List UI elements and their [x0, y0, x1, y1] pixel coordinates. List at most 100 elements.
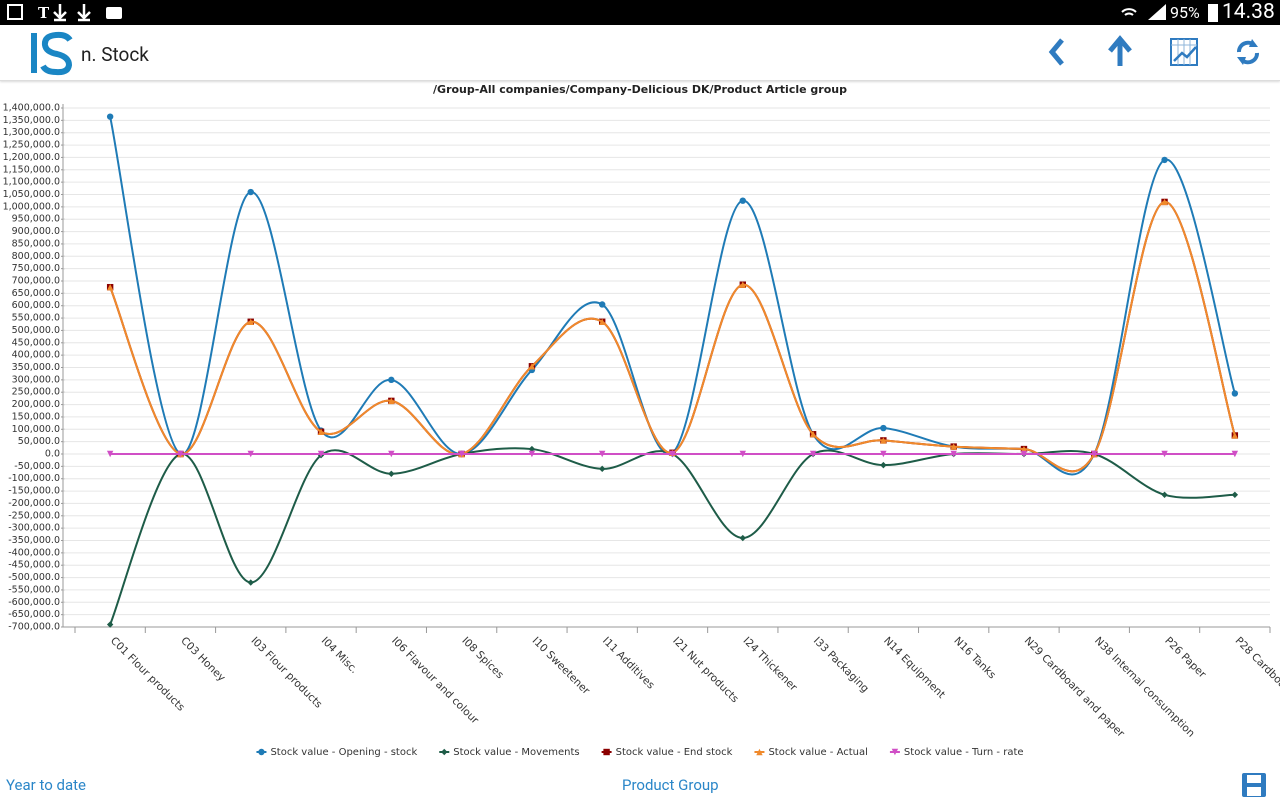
- y-tick-label: 0.0: [45, 449, 60, 460]
- app-logo[interactable]: [28, 30, 78, 76]
- y-tick-label: -450,000.0: [8, 560, 60, 571]
- point: [1161, 491, 1168, 498]
- point: [1091, 450, 1098, 458]
- y-tick-label: 550,000.0: [12, 313, 60, 324]
- y-tick-label: -300,000.0: [8, 523, 60, 534]
- point: [880, 450, 887, 458]
- point: [247, 188, 254, 196]
- save-button[interactable]: [1241, 772, 1267, 798]
- x-tick-label: N14 Equipment: [881, 635, 947, 701]
- legend-marker: [756, 748, 763, 756]
- y-tick-label: -150,000.0: [8, 486, 60, 497]
- y-tick-label: 900,000.0: [12, 226, 60, 237]
- y-tick-label: 350,000.0: [12, 362, 60, 373]
- point: [1161, 198, 1168, 206]
- point: [528, 363, 536, 370]
- y-tick-label: -200,000.0: [8, 498, 60, 509]
- svg-text:T: T: [38, 4, 50, 22]
- x-tick-label: I10 Sweetener: [530, 635, 593, 698]
- point: [528, 445, 536, 453]
- point: [950, 443, 957, 450]
- point: [1020, 445, 1028, 453]
- app-bar: n. Stock: [0, 25, 1280, 81]
- y-tick-label: 750,000.0: [12, 263, 60, 274]
- point: [739, 534, 746, 542]
- x-tick-label: I04 Misc.: [319, 635, 360, 676]
- x-tick-label: N16 Tanks: [951, 635, 998, 682]
- series-line: [109, 200, 1236, 473]
- point: [247, 318, 254, 325]
- point: [1231, 450, 1239, 458]
- chart-settings-button[interactable]: [1170, 38, 1198, 66]
- status-bar: T 95% 14.38: [0, 0, 1280, 25]
- y-tick-label: 400,000.0: [12, 350, 60, 361]
- point: [880, 461, 887, 469]
- refresh-button[interactable]: [1237, 39, 1259, 65]
- back-button[interactable]: [1048, 38, 1064, 66]
- point: [599, 301, 606, 308]
- y-tick-label: 600,000.0: [12, 300, 60, 311]
- y-tick-label: 1,300,000.0: [3, 127, 60, 138]
- point: [1231, 390, 1239, 397]
- legend-label: Stock value - Turn - rate: [904, 747, 1024, 758]
- series-line: [109, 116, 1236, 476]
- app-title: n. Stock: [81, 43, 149, 66]
- legend-item[interactable]: Stock value - Movements: [439, 747, 580, 758]
- point: [458, 450, 465, 458]
- point: [599, 318, 606, 325]
- point: [1161, 450, 1168, 458]
- y-tick-label: 1,400,000.0: [3, 103, 60, 114]
- x-tick-label: I24 Thickener: [741, 635, 800, 694]
- y-tick-label: 700,000.0: [12, 276, 60, 287]
- clock: 14.38: [1222, 0, 1275, 24]
- period-selector[interactable]: Year to date: [6, 776, 86, 794]
- legend-label: Stock value - Movements: [453, 747, 579, 758]
- legend-marker: [258, 748, 265, 756]
- point: [106, 113, 114, 120]
- y-tick-label: -250,000.0: [8, 510, 60, 521]
- y-tick-label: -400,000.0: [8, 547, 60, 558]
- point: [599, 450, 606, 458]
- legend-label: Stock value - Opening - stock: [270, 747, 417, 758]
- legend: Stock value - Opening - stock Stock value…: [256, 747, 1024, 758]
- y-tick-label: -50,000.0: [14, 461, 60, 472]
- grouping-selector[interactable]: Product Group: [622, 776, 719, 794]
- up-button[interactable]: [1108, 35, 1132, 66]
- point: [1020, 450, 1028, 458]
- y-tick-label: -350,000.0: [8, 535, 60, 546]
- y-tick-label: 50,000.0: [18, 436, 60, 447]
- point: [880, 437, 887, 444]
- legend-item[interactable]: Stock value - Opening - stock: [256, 747, 417, 758]
- y-tick-label: 1,100,000.0: [3, 177, 60, 188]
- legend-marker: [441, 748, 448, 756]
- point: [106, 621, 114, 628]
- y-tick-label: 250,000.0: [12, 387, 60, 398]
- y-tick-label: 1,250,000.0: [3, 140, 60, 151]
- y-tick-label: 800,000.0: [12, 251, 60, 262]
- battery-icon: [1208, 4, 1218, 22]
- legend-item[interactable]: Stock value - Turn - rate: [889, 747, 1024, 758]
- notification-icons: T: [7, 4, 122, 22]
- point: [388, 376, 395, 384]
- toolbar: [1048, 35, 1259, 66]
- series-line: [109, 447, 1235, 625]
- legend-label: Stock value - End stock: [616, 747, 733, 758]
- signal-icons: [1121, 4, 1166, 20]
- y-tick-label: -600,000.0: [8, 597, 60, 608]
- x-tick-label: I11 Additives: [600, 635, 657, 692]
- point: [950, 450, 957, 458]
- legend-item[interactable]: Stock value - End stock: [601, 747, 733, 758]
- y-tick-label: 450,000.0: [12, 337, 60, 348]
- x-tick-label: I33 Packaging: [811, 635, 871, 695]
- point: [388, 470, 395, 477]
- legend-marker: [603, 748, 610, 756]
- y-tick-label: -500,000.0: [8, 572, 60, 583]
- y-tick-label: 850,000.0: [12, 238, 60, 249]
- point: [317, 450, 325, 458]
- y-tick-label: 150,000.0: [12, 411, 60, 422]
- chart-title: /Group-All companies/Company-Delicious D…: [433, 83, 847, 96]
- x-tick-label: I21 Nut products: [670, 635, 740, 705]
- legend-item[interactable]: Stock value - Actual: [754, 747, 868, 758]
- chart: /Group-All companies/Company-Delicious D…: [3, 83, 1280, 758]
